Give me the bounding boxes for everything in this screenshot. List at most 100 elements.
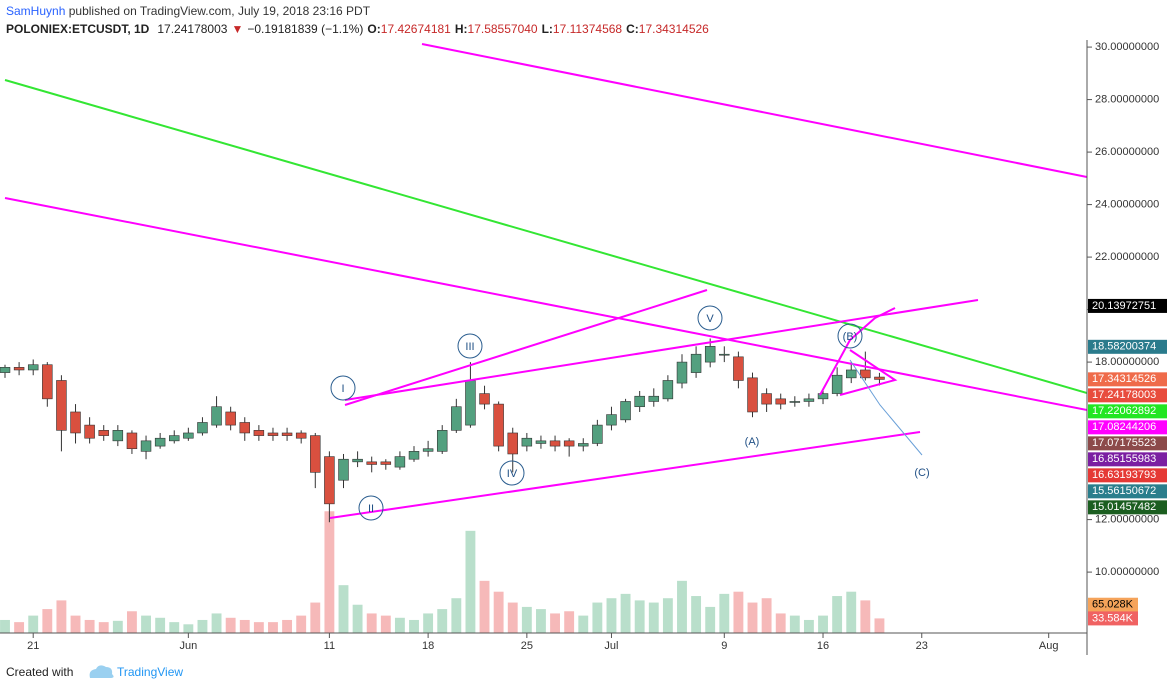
- candle-body: [197, 422, 208, 434]
- volume-bar: [28, 615, 39, 633]
- candle-body: [211, 406, 222, 426]
- candle-body: [817, 393, 829, 400]
- trend-line: [344, 299, 979, 401]
- candle-body: [775, 398, 786, 405]
- volume-bar: [310, 602, 321, 633]
- volume-bar: [197, 619, 208, 633]
- candle-body: [366, 461, 377, 465]
- price-label-box: [1088, 484, 1167, 499]
- brand: TradingView: [117, 665, 183, 679]
- last-price: 17.24178003: [157, 22, 227, 36]
- candle-body: [465, 380, 476, 426]
- header-line: POLONIEX:ETCUSDT, 1D 17.24178003 ▼ −0.19181…: [6, 22, 709, 36]
- footer-text: Created with: [6, 665, 73, 679]
- change: −0.19181839 (−1.1%): [247, 22, 363, 36]
- candle-body: [352, 458, 363, 463]
- candle-body: [126, 432, 138, 450]
- wave-label: (B): [843, 331, 858, 343]
- candle-body: [451, 406, 462, 431]
- volume-bar: [493, 591, 504, 633]
- y-tick-label: 22.00000000: [1095, 251, 1159, 263]
- plot-area: [0, 338, 885, 633]
- volume-bar: [352, 604, 363, 633]
- volume-bar: [578, 615, 589, 633]
- candle-body: [436, 430, 448, 452]
- candle-body: [295, 432, 307, 439]
- wave-label: III: [465, 341, 474, 353]
- candle-body: [0, 367, 11, 373]
- price-label-box: [1088, 420, 1167, 435]
- price-label: 17.07175523: [1092, 437, 1156, 449]
- candle-body: [733, 356, 744, 381]
- y-tick-label: 30.00000000: [1095, 41, 1159, 53]
- price-label: 17.08244206: [1092, 421, 1156, 433]
- h-value: 17.58557040: [468, 22, 538, 36]
- candle-body: [112, 430, 124, 442]
- volume-bar: [648, 602, 659, 633]
- candle-body: [98, 430, 109, 436]
- candle-body: [253, 430, 265, 436]
- volume-bar: [380, 615, 391, 633]
- candle-body: [690, 353, 702, 373]
- volume-bar: [846, 591, 857, 633]
- wave-label: IV: [507, 468, 518, 480]
- volume-bar: [155, 617, 166, 633]
- volume-bar: [338, 585, 349, 633]
- volume-bar: [56, 600, 67, 633]
- trend-line: [329, 431, 921, 519]
- candle-body: [634, 395, 645, 408]
- l-value: 17.11374568: [553, 22, 623, 36]
- volume-bar: [169, 622, 180, 633]
- price-label: 16.85155983: [1092, 453, 1156, 465]
- price-label: 17.24178003: [1092, 389, 1156, 401]
- volume-bar: [394, 617, 405, 633]
- h-label: H:: [455, 22, 468, 36]
- candle-body: [56, 380, 67, 431]
- candle-body: [310, 435, 321, 473]
- volume-bar: [564, 611, 575, 633]
- volume-bar: [479, 580, 490, 633]
- y-tick-label: 24.00000000: [1095, 198, 1159, 210]
- volume-bar: [606, 598, 617, 633]
- volume-bar: [98, 622, 109, 633]
- price-label: 17.34314526: [1092, 373, 1156, 385]
- candle-body: [84, 424, 95, 439]
- candle-body: [563, 440, 575, 447]
- arrow: ▼: [231, 22, 243, 36]
- x-tick-label: 9: [721, 640, 727, 652]
- x-tick-label: Aug: [1039, 640, 1059, 652]
- wave-circle: [330, 375, 356, 401]
- author: SamHuynh: [6, 4, 65, 18]
- candle-body: [27, 364, 39, 371]
- volume-bar: [536, 609, 546, 633]
- candle-body: [761, 393, 772, 405]
- y-tick-label: 26.00000000: [1095, 146, 1159, 158]
- volume-bar: [507, 602, 518, 633]
- candle-body: [648, 395, 660, 402]
- x-tick-label: 18: [422, 640, 434, 652]
- volume-bar: [691, 596, 702, 633]
- candle-body: [578, 443, 589, 447]
- volume-label: 33.584K: [1092, 612, 1134, 624]
- trend-line: [4, 197, 1087, 411]
- candle-body: [704, 346, 716, 363]
- candle-body: [70, 411, 81, 434]
- volume-bar: [42, 609, 53, 633]
- volume-bar: [268, 622, 278, 633]
- volume-bar: [705, 606, 716, 633]
- candle-body: [719, 353, 730, 356]
- candle-body: [267, 432, 279, 436]
- candle-body: [549, 440, 561, 447]
- trend-line: [839, 349, 898, 396]
- o-value: 17.42674181: [381, 22, 451, 36]
- volume-bar: [14, 622, 25, 633]
- price-label-box: [1088, 500, 1167, 515]
- price-label-box: [1088, 339, 1167, 354]
- c-value: 17.34314526: [639, 22, 709, 36]
- price-label: 15.01457482: [1092, 501, 1156, 513]
- price-label-box: [1088, 452, 1167, 467]
- x-tick-label: 23: [916, 640, 928, 652]
- volume-bar: [550, 613, 560, 633]
- candle-body: [662, 380, 674, 400]
